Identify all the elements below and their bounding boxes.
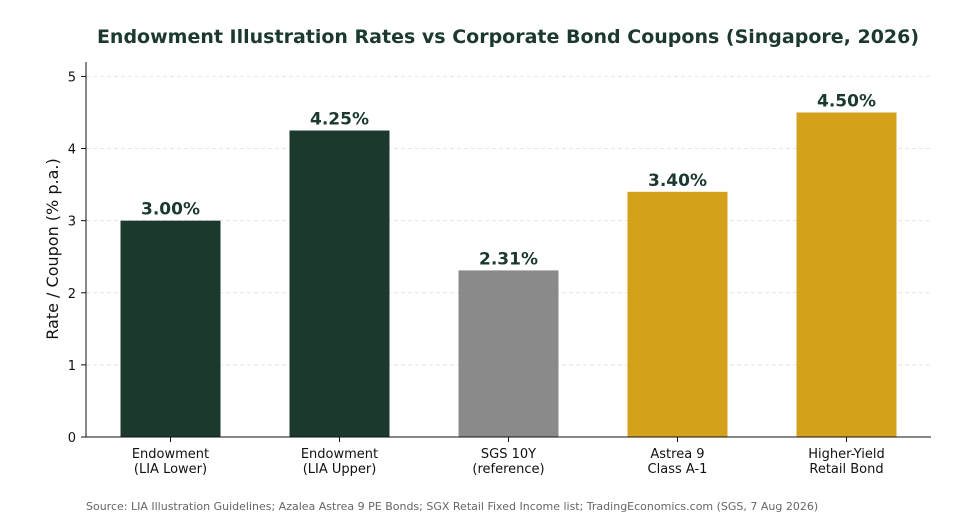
x-tick-label: Endowment xyxy=(132,447,209,462)
source-note: Source: LIA Illustration Guidelines; Aza… xyxy=(86,500,818,513)
x-tick-label: Class A-1 xyxy=(648,462,708,477)
x-tick-label: (reference) xyxy=(472,462,544,477)
data-label: 3.40% xyxy=(648,171,707,191)
bar xyxy=(120,220,221,437)
data-label: 4.25% xyxy=(310,110,369,130)
y-axis-label: Rate / Coupon (% p.a.) xyxy=(43,158,62,339)
x-tick-label: SGS 10Y xyxy=(481,447,536,462)
data-label: 2.31% xyxy=(479,249,538,269)
y-tick-label: 3 xyxy=(68,215,76,230)
data-label: 4.50% xyxy=(817,91,876,111)
data-label: 3.00% xyxy=(141,200,200,220)
y-tick-label: 0 xyxy=(68,431,76,446)
y-tick-label: 5 xyxy=(68,70,76,85)
y-tick-label: 2 xyxy=(68,287,76,302)
chart-title: Endowment Illustration Rates vs Corporat… xyxy=(97,26,919,48)
x-tick-label: (LIA Upper) xyxy=(303,462,377,477)
x-tick-label: Astrea 9 xyxy=(650,447,704,462)
x-tick-label: Retail Bond xyxy=(809,462,883,477)
x-tick-label: (LIA Lower) xyxy=(134,462,207,477)
bars xyxy=(120,112,897,437)
y-tick-label: 4 xyxy=(68,143,76,158)
x-tick-label: Higher-Yield xyxy=(808,447,885,462)
y-tick-label: 1 xyxy=(68,359,76,374)
bar xyxy=(796,112,897,437)
bar xyxy=(458,270,559,437)
bar xyxy=(289,130,390,437)
bar xyxy=(627,191,728,437)
x-tick-label: Endowment xyxy=(301,447,378,462)
data-labels: 3.00% 4.25% 2.31% 3.40% 4.50% xyxy=(141,91,876,269)
